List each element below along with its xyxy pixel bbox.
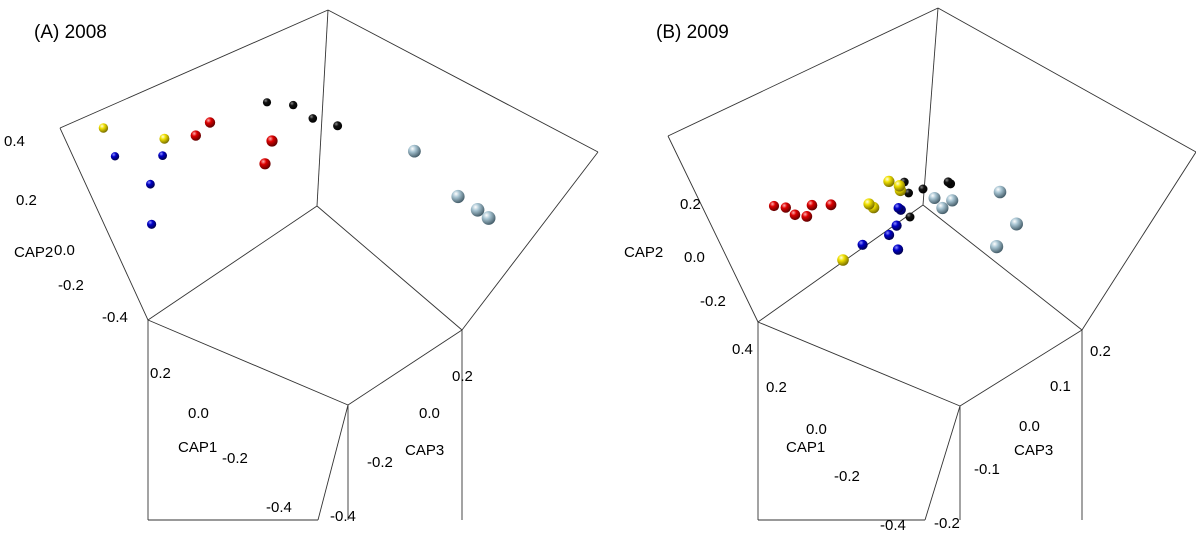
data-point [159, 133, 170, 144]
tick-label: 0.2 [1090, 343, 1111, 360]
tick-label: 0.0 [806, 421, 827, 438]
data-point [857, 239, 868, 250]
data-point [943, 177, 953, 187]
data-point [918, 184, 928, 194]
tick-label: 0.2 [16, 192, 37, 209]
data-point [928, 192, 941, 204]
tick-label: 0.2 [680, 196, 701, 213]
tick-label: 0.2 [452, 368, 473, 385]
data-point [883, 175, 895, 187]
panel-b-box [667, 7, 1196, 521]
data-point [98, 123, 109, 133]
data-point [946, 194, 959, 207]
data-point [789, 209, 801, 221]
panel-a-cap3-ticks: 0.2 0.0 -0.2 -0.4 [330, 368, 473, 525]
panel-b-title: (B) 2009 [656, 22, 729, 43]
axis-label-cap2: CAP2 [14, 244, 53, 261]
data-point [289, 100, 298, 110]
data-point [780, 202, 791, 213]
data-point [451, 189, 465, 204]
data-point [806, 199, 818, 211]
tick-label: 0.2 [150, 365, 171, 382]
data-point [993, 185, 1007, 199]
data-point [801, 211, 813, 222]
tick-label: -0.2 [222, 450, 248, 467]
data-point [990, 240, 1004, 254]
tick-label: -0.2 [367, 454, 393, 471]
data-point [204, 117, 216, 128]
tick-label: 0.0 [419, 405, 440, 422]
panel-b-cap3-ticks: 0.2 0.1 0.0 -0.1 -0.2 [934, 343, 1111, 532]
axis-label-cap1: CAP1 [178, 439, 217, 456]
panel-a-points [98, 98, 496, 229]
data-point [837, 254, 849, 266]
data-point [863, 198, 875, 210]
data-point [892, 244, 904, 255]
axis-label-cap3: CAP3 [405, 442, 444, 459]
panel-a-title: (A) 2008 [34, 22, 107, 43]
panel-b-points [768, 175, 1023, 266]
data-point [190, 130, 201, 141]
tick-label: -0.1 [974, 461, 1000, 478]
data-point [893, 180, 906, 192]
tick-label: -0.4 [266, 499, 292, 516]
panel-a-cap2-ticks: 0.4 0.2 0.0 -0.2 -0.4 [4, 133, 128, 326]
tick-label: 0.2 [766, 379, 787, 396]
axis-label-cap3: CAP3 [1014, 442, 1053, 459]
data-point [891, 220, 902, 231]
tick-label: 0.0 [684, 249, 705, 266]
data-point [147, 219, 157, 229]
data-point [110, 152, 120, 161]
data-point [470, 203, 485, 217]
tick-label: 0.0 [54, 242, 75, 259]
data-point [768, 200, 780, 212]
data-point [904, 188, 913, 198]
tick-label: -0.2 [934, 515, 960, 532]
tick-label: -0.4 [880, 517, 906, 534]
tick-label: -0.2 [834, 468, 860, 485]
axis-label-cap2: CAP2 [624, 244, 663, 261]
tick-label: 0.1 [1050, 378, 1071, 395]
axis-label-cap1: CAP1 [786, 439, 825, 456]
data-point [146, 179, 155, 189]
data-point [481, 211, 496, 225]
panel-a-box [59, 9, 599, 521]
panel-a-cap1-ticks: 0.2 0.0 -0.2 -0.4 [150, 365, 292, 516]
tick-label: -0.2 [58, 277, 84, 294]
tick-label: -0.2 [700, 293, 726, 310]
data-point [308, 114, 318, 123]
data-point [884, 229, 895, 241]
tick-label: -0.4 [102, 309, 128, 326]
data-point [825, 199, 837, 211]
tick-label: 0.0 [188, 405, 209, 422]
panel-2008: (A) 2008 0.4 0.2 0.0 -0.2 -0.4 CAP2 0 [4, 9, 599, 525]
data-point [905, 212, 915, 222]
data-point [893, 203, 904, 213]
data-point [259, 158, 271, 170]
data-point [266, 135, 278, 147]
data-point [158, 151, 168, 161]
data-point [408, 144, 421, 158]
data-point [936, 201, 949, 215]
panel-b-cap2-ticks: 0.2 0.0 -0.2 [680, 196, 726, 310]
tick-label: 0.0 [1019, 418, 1040, 435]
tick-label: -0.4 [330, 508, 356, 525]
panel-2009: (B) 2009 0.2 0.0 -0.2 CAP2 0.4 0.2 0. [624, 7, 1196, 534]
tick-label: 0.4 [4, 133, 25, 150]
panel-b-cap1-ticks: 0.4 0.2 0.0 -0.2 -0.4 [732, 341, 906, 534]
tick-label: 0.4 [732, 341, 753, 358]
data-point [333, 121, 343, 131]
data-point [1010, 217, 1023, 231]
data-point [262, 98, 272, 107]
